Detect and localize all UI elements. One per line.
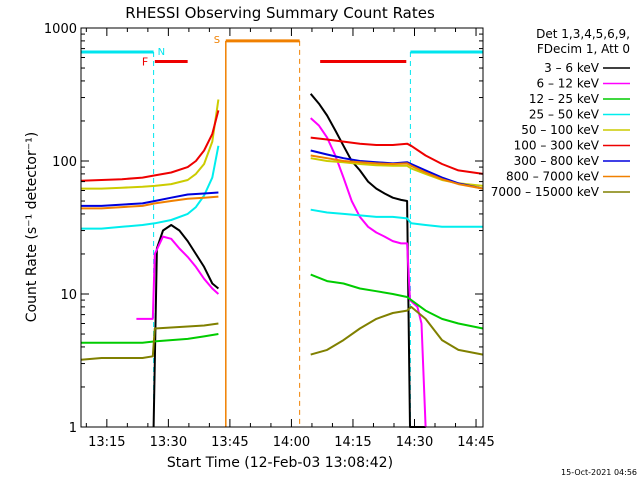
y-tick-label: 100 xyxy=(52,155,77,170)
series-line-3 xyxy=(81,145,220,230)
x-tick-label: 13:30 xyxy=(150,435,187,450)
y-tick-label: 1000 xyxy=(44,22,77,37)
x-tick-label: 14:15 xyxy=(334,435,371,450)
legend-entry-label: 800 – 7000 keV xyxy=(506,170,600,184)
legend-entry-label: 300 – 800 keV xyxy=(514,154,600,168)
plot-frame xyxy=(80,27,484,428)
series-line-4 xyxy=(81,99,220,190)
series-line-1 xyxy=(136,235,220,320)
night-marker-label: N xyxy=(158,47,165,58)
legend: Det 1,3,4,5,6,9,FDecim 1, Att 0 3 – 6 keV… xyxy=(491,27,630,199)
series-lines xyxy=(80,93,484,428)
legend-entry-label: 100 – 300 keV xyxy=(514,139,600,153)
legend-entry-label: 50 – 100 keV xyxy=(521,123,600,137)
legend-entry-label: 12 – 25 keV xyxy=(529,92,600,106)
legend-entry-label: 7000 – 15000 keV xyxy=(491,185,600,199)
series-line-0 xyxy=(152,224,220,428)
x-tick-label: 14:45 xyxy=(457,435,494,450)
y-tick-label: 1 xyxy=(69,421,77,436)
flag-marker-label: F xyxy=(142,55,148,68)
series-line-7 xyxy=(310,154,484,190)
x-axis-label: Start Time (12-Feb-03 13:08:42) xyxy=(167,455,393,471)
series-line-8 xyxy=(310,305,484,356)
series-line-8 xyxy=(80,322,219,361)
saa-marker-label: S xyxy=(214,35,220,46)
series-line-6 xyxy=(81,191,219,207)
legend-header-line: FDecim 1, Att 0 xyxy=(537,42,630,56)
series-line-3 xyxy=(310,208,483,228)
series-line-5 xyxy=(310,136,484,175)
timestamp: 15-Oct-2021 04:56 xyxy=(561,468,637,477)
series-line-2 xyxy=(81,333,219,344)
legend-header-line: Det 1,3,4,5,6,9, xyxy=(536,27,630,41)
chart-title: RHESSI Observing Summary Count Rates xyxy=(125,4,435,22)
series-line-5 xyxy=(80,110,220,182)
x-tick-label: 13:15 xyxy=(88,435,125,450)
x-tick-label: 13:45 xyxy=(211,435,248,450)
y-axis: 1 10 100 1000 xyxy=(44,22,483,436)
x-tick-label: 14:30 xyxy=(396,435,433,450)
observing-markers: NF S xyxy=(81,35,483,427)
legend-entry-label: 6 – 12 keV xyxy=(537,77,600,91)
y-tick-label: 10 xyxy=(60,288,77,303)
legend-entry-label: 3 – 6 keV xyxy=(544,61,600,75)
series-line-0 xyxy=(309,93,426,428)
x-tick-label: 14:00 xyxy=(273,435,310,450)
series-line-1 xyxy=(310,117,427,428)
series-line-7 xyxy=(81,195,219,210)
x-axis: 13:15 13:30 13:45 14:00 14:15 14:30 14:45 xyxy=(85,28,495,450)
legend-entry-label: 25 – 50 keV xyxy=(529,108,600,122)
series-line-2 xyxy=(310,273,484,330)
y-axis-label: Count Rate (s⁻¹ detector⁻¹) xyxy=(24,132,40,322)
